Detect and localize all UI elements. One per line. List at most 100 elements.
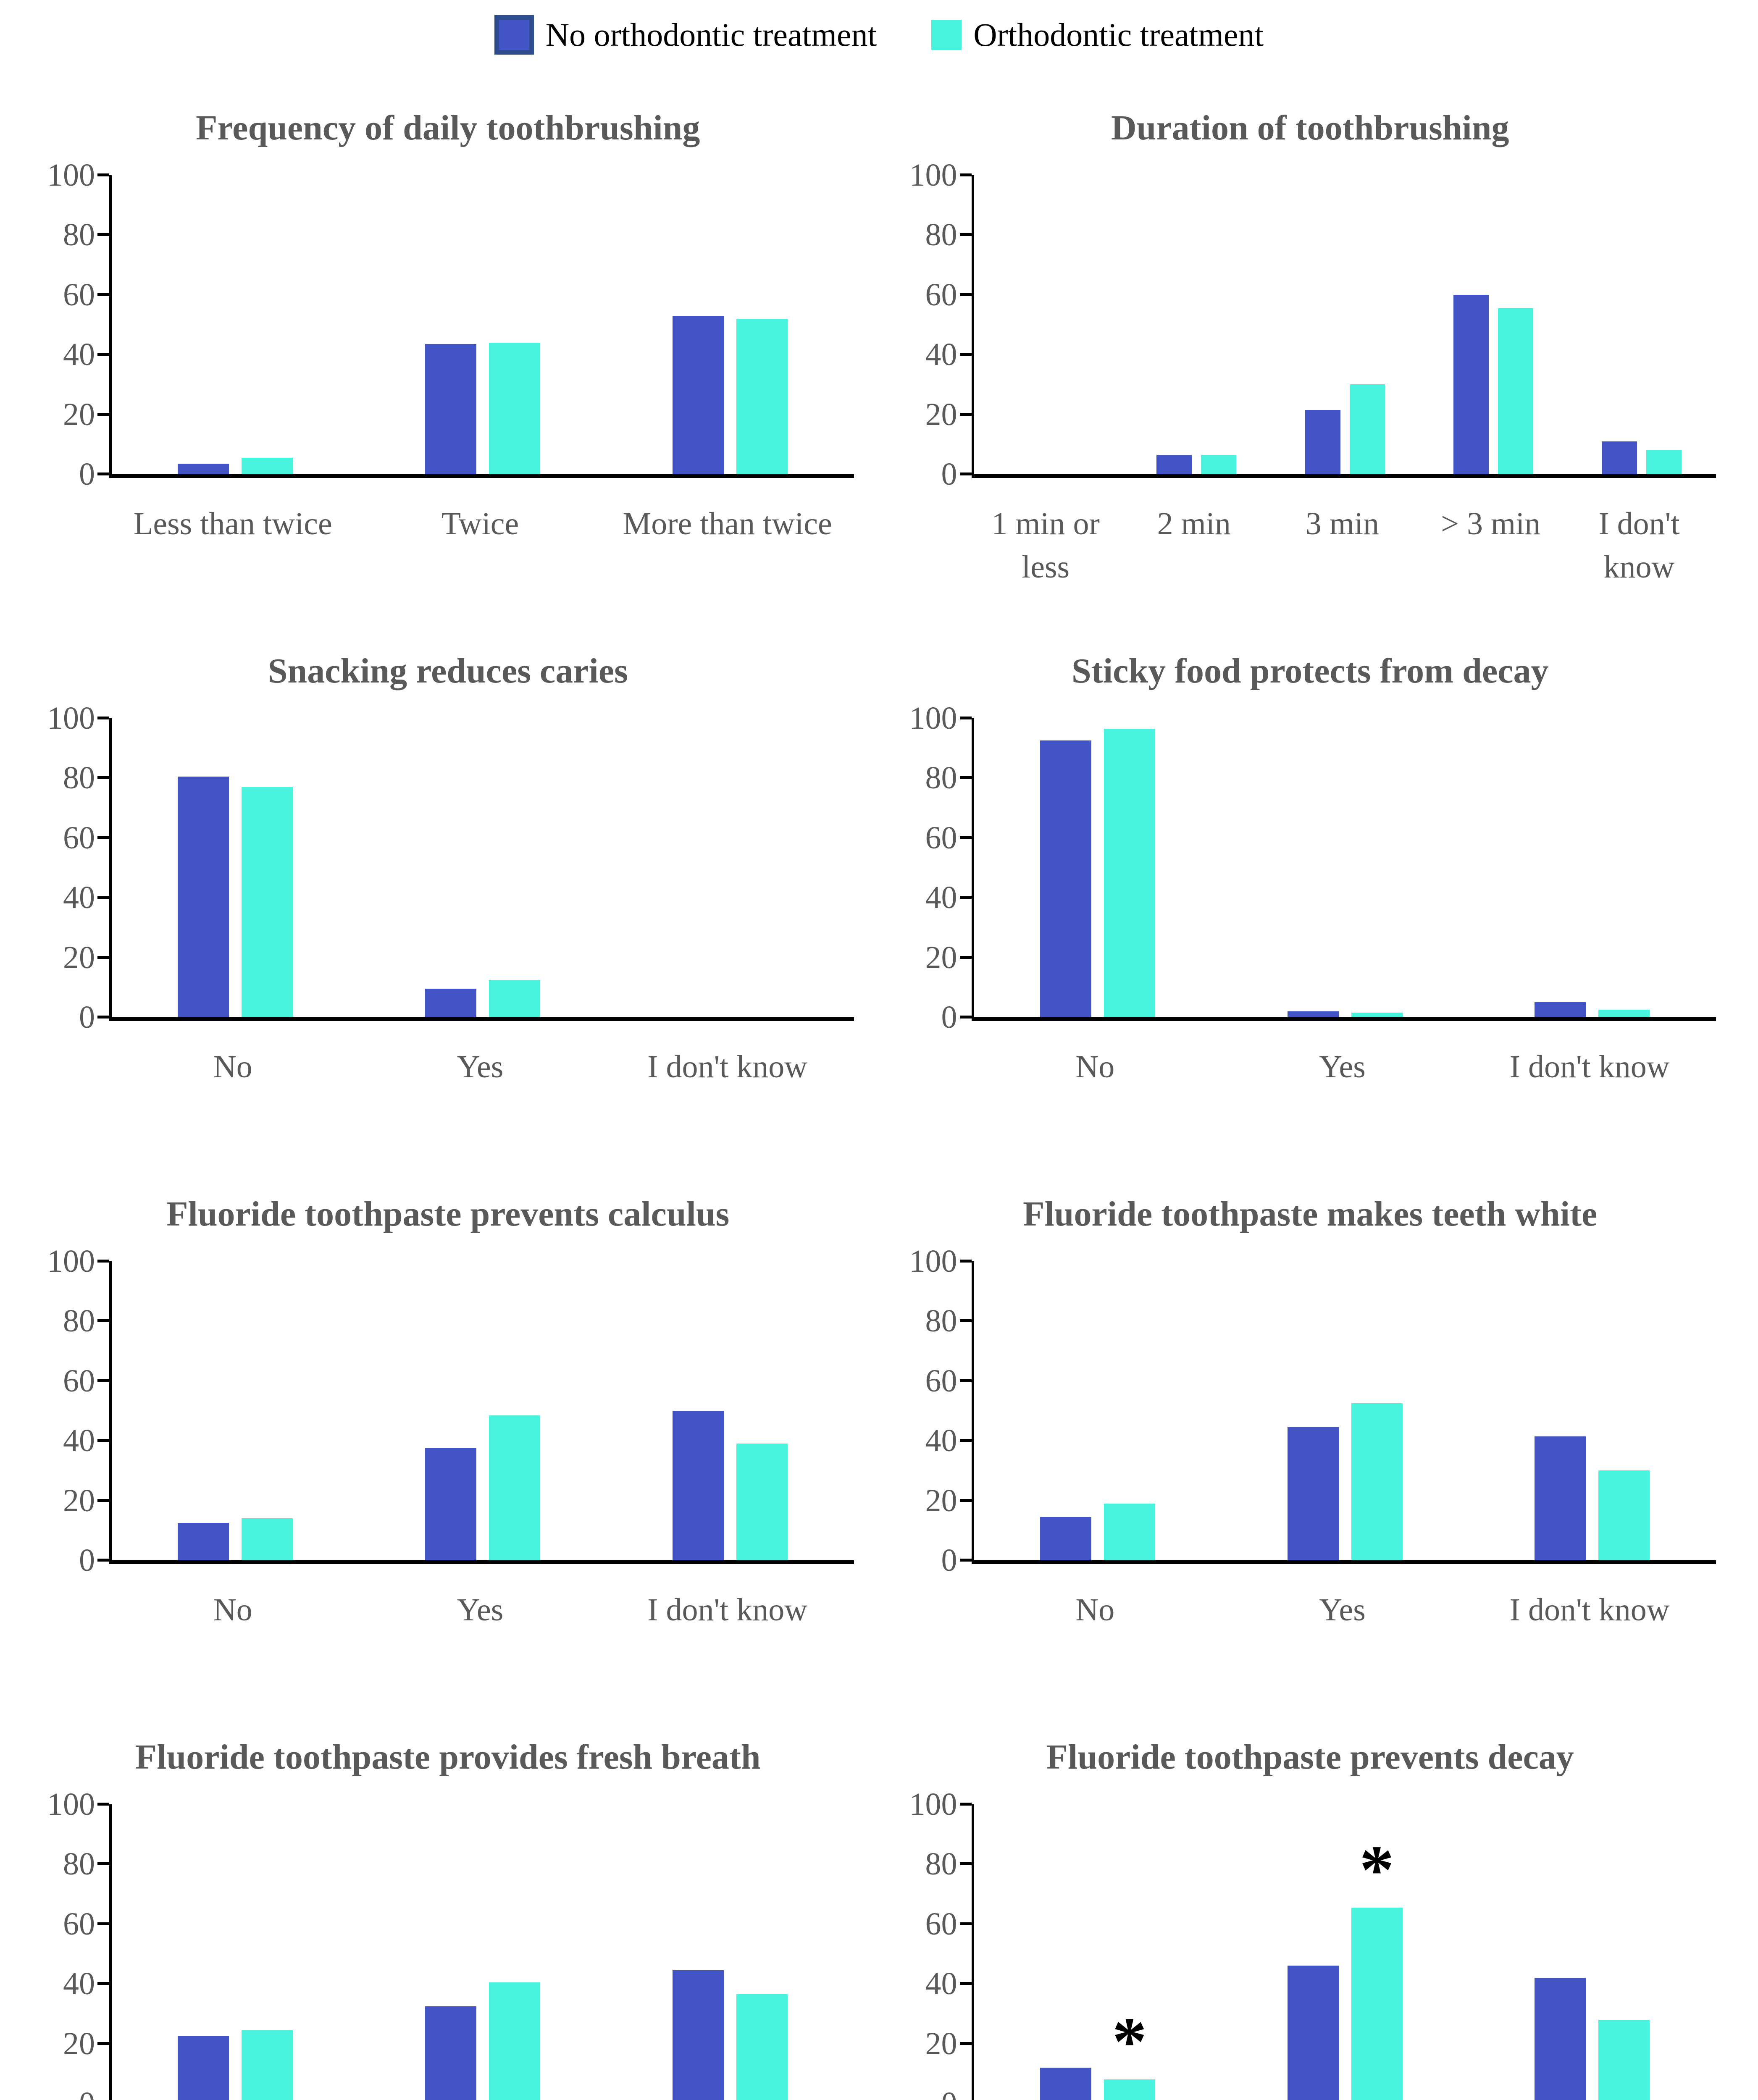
y-axis-tick-label: 0 xyxy=(79,1000,95,1035)
y-axis-tick-label: 80 xyxy=(63,1846,95,1882)
category-label: No xyxy=(1075,1592,1115,1628)
bar-orthodontic xyxy=(1104,2079,1155,2100)
y-axis-tick-mark xyxy=(959,717,972,719)
bar-no-orthodontic xyxy=(1287,1427,1339,1560)
category-label: 1 min or less xyxy=(991,506,1100,585)
y-axis-tick-mark xyxy=(959,776,972,780)
plot-area xyxy=(97,173,854,478)
bar-no-orthodontic xyxy=(1040,740,1091,1017)
plot-row: 0 20 40 60 80 100 xyxy=(904,159,1716,490)
y-axis-tick-mark xyxy=(97,1982,109,1985)
plot-row: 0 20 40 60 80 100 xyxy=(42,1245,854,1576)
y-axis-tick-mark xyxy=(959,896,972,899)
bar-no-orthodontic xyxy=(672,1970,724,2100)
y-axis-tick-mark xyxy=(97,1439,109,1442)
chart-title: Fluoride toothpaste prevents decay xyxy=(1046,1738,1574,1777)
y-axis-tick-mark xyxy=(959,1499,972,1502)
y-axis-tick-mark xyxy=(97,353,109,356)
y-axis-tick-mark xyxy=(97,1499,109,1502)
chart-duration-of-toothbrushing: Duration of toothbrushing 0 20 40 60 80 100 1 m… xyxy=(904,103,1716,585)
y-axis-tick-mark xyxy=(97,836,109,839)
category-label: Yes xyxy=(457,1592,504,1628)
y-axis-tick-label: 40 xyxy=(63,880,95,916)
bar-orthodontic xyxy=(242,787,293,1017)
y-axis-tick-label: 80 xyxy=(925,1846,957,1882)
bar-no-orthodontic xyxy=(425,1448,476,1560)
y-axis: 0 20 40 60 80 100 xyxy=(42,702,109,1033)
y-axis-tick-label: 40 xyxy=(63,1966,95,2002)
y-axis-tick-mark xyxy=(97,1319,109,1323)
y-axis-tick-mark xyxy=(97,173,109,176)
bar-orthodontic xyxy=(489,342,540,474)
bar-no-orthodontic xyxy=(1156,454,1192,474)
y-axis-tick-mark xyxy=(959,1260,972,1263)
bar-orthodontic xyxy=(736,318,788,474)
category-label: No xyxy=(1075,1049,1115,1084)
category-axis: No Yes I don't know xyxy=(109,1021,854,1126)
bar-orthodontic xyxy=(736,1444,788,1560)
bar-no-orthodontic xyxy=(672,315,724,474)
bar-no-orthodontic xyxy=(1535,1977,1586,2100)
y-axis-tick-label: 60 xyxy=(63,277,95,312)
y-axis-tick-mark xyxy=(97,233,109,236)
bar-no-orthodontic xyxy=(178,464,229,474)
y-axis-tick-mark xyxy=(97,717,109,719)
bar-orthodontic xyxy=(242,2030,293,2100)
significance-asterisk: * xyxy=(1359,1831,1394,1908)
category-label: Yes xyxy=(1319,1049,1366,1084)
category-axis: 1 min or less 2 min 3 min > 3 min I don't kn… xyxy=(972,478,1716,585)
y-axis-tick-mark xyxy=(959,2042,972,2045)
y-axis-tick-mark xyxy=(97,1379,109,1382)
y-axis-tick-label: 80 xyxy=(63,217,95,253)
chart-title: Snacking reduces caries xyxy=(268,651,628,690)
legend-swatch-orthodontic-treatment xyxy=(931,20,962,50)
y-axis-tick-label: 20 xyxy=(925,1483,957,1518)
bar-orthodontic xyxy=(489,1415,540,1560)
category-label: I don't know xyxy=(1509,1592,1670,1628)
y-axis-tick-mark xyxy=(959,1319,972,1323)
y-axis-tick-label: 0 xyxy=(79,1543,95,1578)
bar-no-orthodontic xyxy=(425,2006,476,2100)
y-axis-tick-mark xyxy=(959,1439,972,1442)
bar-no-orthodontic xyxy=(1287,1966,1339,2100)
chart-fluoride-toothpaste-makes-teeth-white: Fluoride toothpaste makes teeth white 0 20… xyxy=(904,1189,1716,1669)
y-axis-tick-mark xyxy=(959,293,972,296)
chart-snacking-reduces-caries: Snacking reduces caries 0 20 40 60 80 100 No Yes… xyxy=(42,646,854,1126)
plot-row: 0 20 40 60 80 100 xyxy=(42,1788,854,2100)
plot-row: 0 20 40 60 80 100 xyxy=(904,702,1716,1033)
y-axis: 0 20 40 60 80 100 xyxy=(42,159,109,490)
y-axis-tick-label: 0 xyxy=(941,2087,957,2100)
bar-no-orthodontic xyxy=(1535,1002,1586,1017)
bar-no-orthodontic xyxy=(425,989,476,1017)
y-axis-tick-label: 20 xyxy=(63,2026,95,2061)
y-axis-tick-label: 40 xyxy=(63,1423,95,1459)
y-axis-tick-label: 100 xyxy=(909,1787,957,1822)
category-label: Twice xyxy=(441,506,519,541)
y-axis-tick-label: 80 xyxy=(925,760,957,796)
y-axis-tick-label: 60 xyxy=(63,820,95,856)
y-axis-tick-label: 20 xyxy=(63,940,95,975)
bar-orthodontic xyxy=(1104,728,1155,1017)
category-label: More than twice xyxy=(623,506,832,541)
y-axis: 0 20 40 60 80 100 xyxy=(904,159,972,490)
category-label: I don't know xyxy=(1509,1049,1670,1084)
bar-no-orthodontic xyxy=(1040,1517,1091,1560)
y-axis: 0 20 40 60 80 100 xyxy=(904,702,972,1033)
plot-row: 0 20 40 60 80 100 xyxy=(904,1245,1716,1576)
plot-area xyxy=(97,1260,854,1564)
legend-label-orthodontic-treatment: Orthodontic treatment xyxy=(973,16,1264,53)
legend: No orthodontic treatment Orthodontic tre… xyxy=(0,0,1758,55)
bar-orthodontic xyxy=(1349,384,1385,474)
bar-no-orthodontic xyxy=(1453,294,1489,474)
y-axis-tick-mark xyxy=(959,1559,972,1562)
bar-no-orthodontic xyxy=(178,2036,229,2100)
y-axis-tick-label: 100 xyxy=(47,158,95,193)
legend-label-no-orthodontic-treatment: No orthodontic treatment xyxy=(545,16,877,53)
category-label: > 3 min xyxy=(1441,506,1541,541)
y-axis-tick-label: 60 xyxy=(63,1363,95,1399)
y-axis-tick-label: 60 xyxy=(925,1363,957,1399)
y-axis-tick-mark xyxy=(97,412,109,416)
y-axis-tick-label: 100 xyxy=(909,1244,957,1279)
y-axis: 0 20 40 60 80 100 xyxy=(904,1245,972,1576)
y-axis-tick-label: 20 xyxy=(925,2026,957,2061)
